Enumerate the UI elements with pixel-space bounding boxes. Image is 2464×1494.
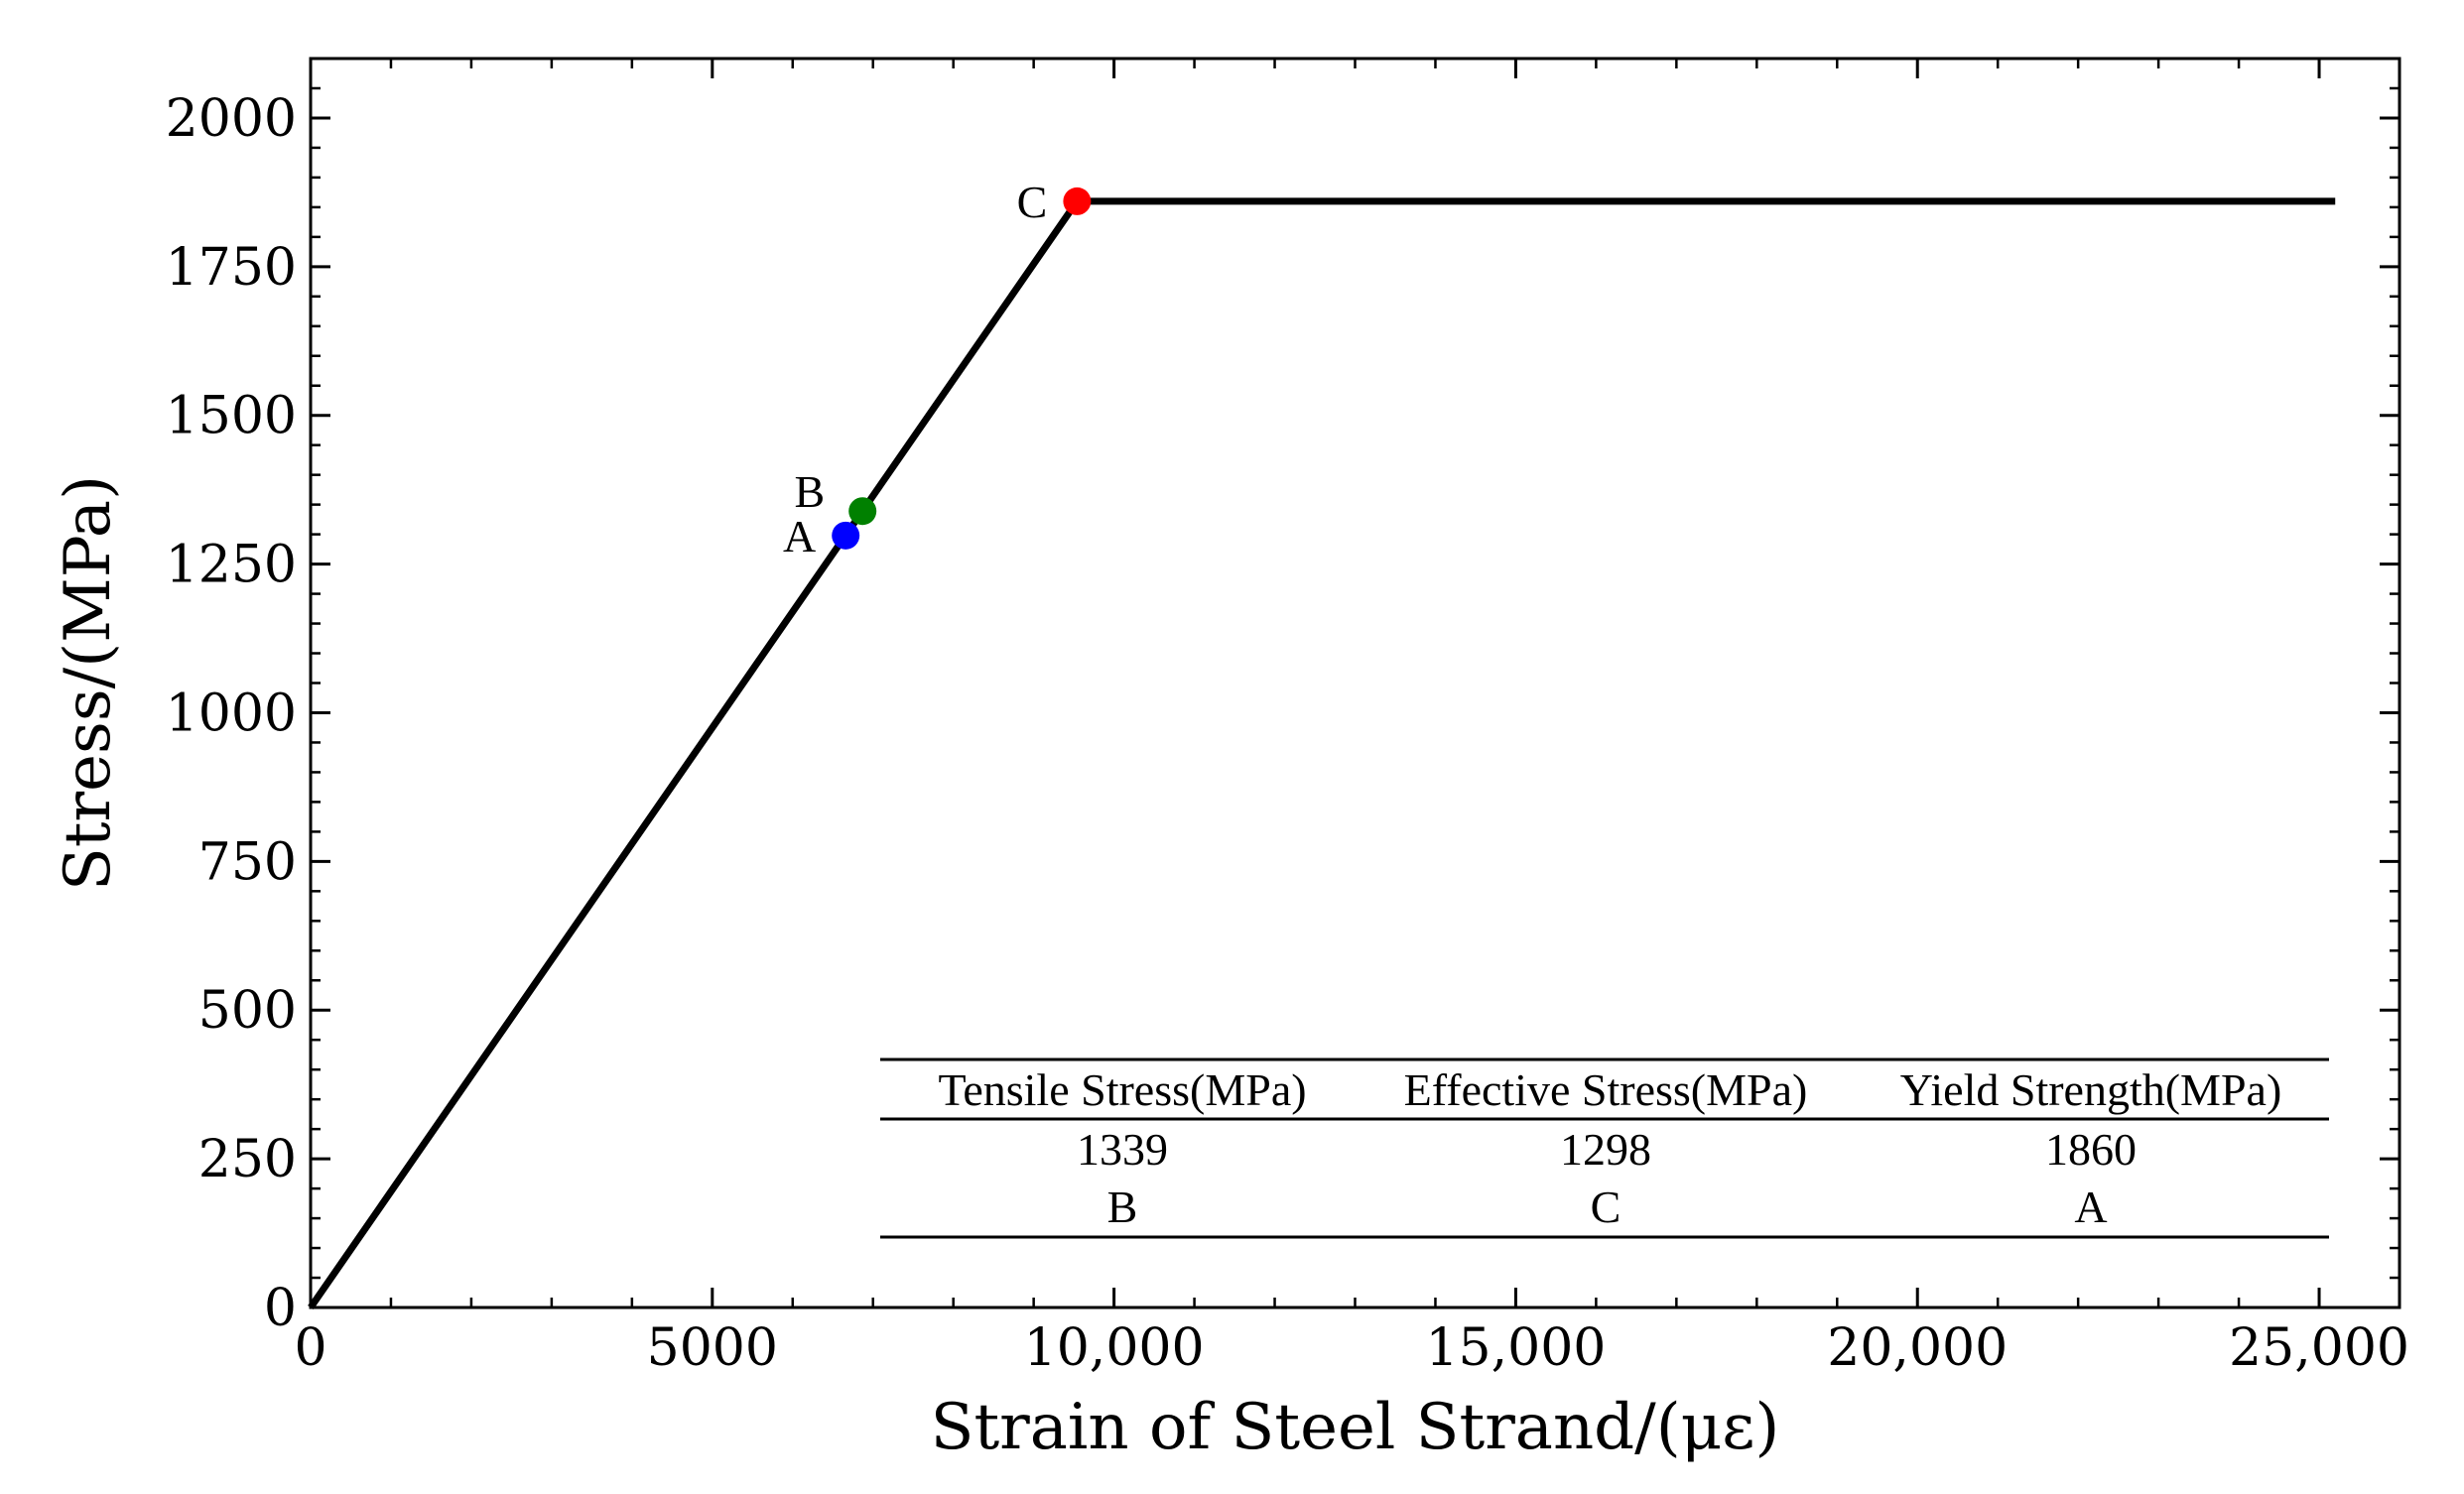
table-header-cell: Effective Stress(MPa) bbox=[1404, 1064, 1808, 1115]
y-tick-label: 750 bbox=[198, 832, 297, 892]
point-B bbox=[848, 497, 877, 526]
x-tick-label: 20,000 bbox=[1827, 1318, 2008, 1378]
x-tick-label: 25,000 bbox=[2229, 1318, 2409, 1378]
y-tick-label: 1250 bbox=[166, 536, 297, 595]
point-label-A: A bbox=[783, 511, 816, 561]
point-C bbox=[1063, 187, 1092, 215]
y-tick-label: 500 bbox=[198, 981, 297, 1041]
series-layer bbox=[308, 197, 2336, 1309]
y-tick-label: 250 bbox=[198, 1130, 297, 1189]
points-layer: AB C bbox=[783, 177, 1092, 561]
table-cell: C bbox=[1591, 1182, 1621, 1232]
series-line-stress-strain bbox=[308, 197, 2336, 1309]
x-axis-title: Strain of Steel Strand/(με) bbox=[931, 1391, 1780, 1464]
tick-labels: 0 5000 10,000 15,000 20,000 25,000 0 250 500 750 1… bbox=[166, 89, 2409, 1378]
y-tick-label: 2000 bbox=[166, 89, 297, 149]
table-header-cell: Tensile Stress(MPa) bbox=[938, 1064, 1306, 1115]
x-tick-label: 5000 bbox=[647, 1318, 778, 1378]
y-tick-label: 0 bbox=[264, 1279, 297, 1338]
x-tick-label: 0 bbox=[294, 1318, 326, 1378]
axis-ticks bbox=[309, 57, 2401, 1309]
y-tick-label: 1500 bbox=[166, 387, 297, 446]
table-header-cell: Yield Strength(MPa) bbox=[1900, 1064, 2282, 1115]
table-cell: 1339 bbox=[1077, 1124, 1168, 1175]
point-A bbox=[832, 521, 860, 550]
data-table: Tensile Stress(MPa) Effective Stress(MPa)… bbox=[880, 1058, 2329, 1239]
table-cell: B bbox=[1107, 1182, 1138, 1232]
x-tick-label: 10,000 bbox=[1024, 1318, 1205, 1378]
x-tick-label: 15,000 bbox=[1425, 1318, 1606, 1378]
point-label-B: B bbox=[795, 466, 826, 517]
table-cell: A bbox=[2074, 1182, 2107, 1232]
table-cell: 1860 bbox=[2045, 1124, 2137, 1175]
y-axis-title: Stress/(MPa) bbox=[52, 475, 125, 891]
point-label-C: C bbox=[1017, 177, 1048, 227]
y-tick-label: 1750 bbox=[166, 238, 297, 298]
y-tick-label: 1000 bbox=[166, 684, 297, 743]
plot-frame bbox=[309, 57, 2401, 1309]
table-cell: 1298 bbox=[1560, 1124, 1651, 1175]
